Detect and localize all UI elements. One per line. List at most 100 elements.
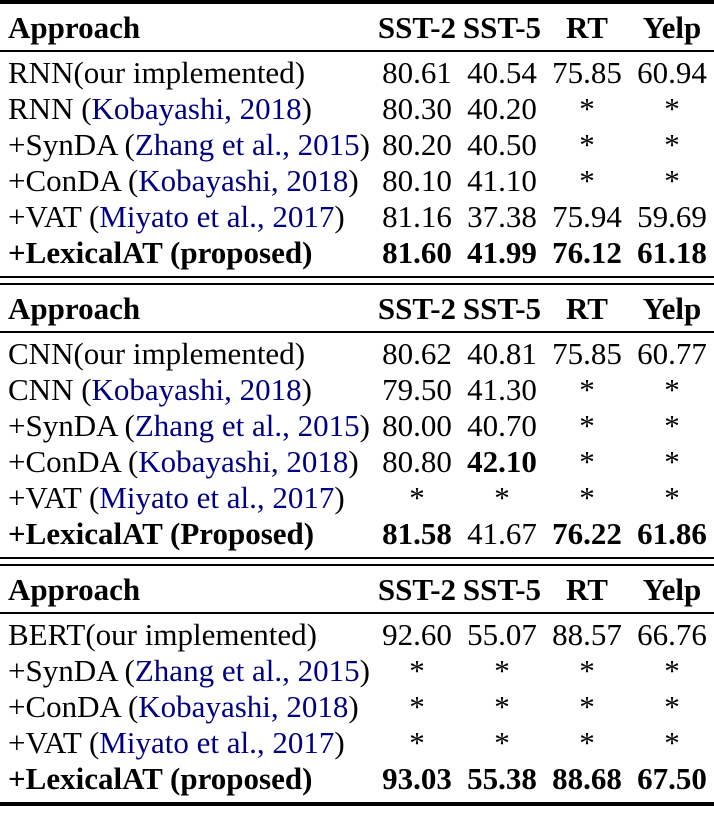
approach-cell: +VAT (Miyato et al., 2017) xyxy=(0,725,374,761)
dataset-column-header: SST-5 xyxy=(460,4,544,52)
approach-column-header: Approach xyxy=(0,4,374,52)
approach-label-text: +ConDA ( xyxy=(8,689,139,724)
approach-column-header: Approach xyxy=(0,285,374,333)
dataset-column-header: SST-2 xyxy=(374,285,460,333)
table-row: RNN (Kobayashi, 2018) 80.30 40.20 * * xyxy=(0,91,714,127)
citation-link[interactable]: Kobayashi, 2018 xyxy=(91,372,302,407)
citation-link[interactable]: Kobayashi, 2018 xyxy=(138,163,349,198)
citation-link[interactable]: Kobayashi, 2018 xyxy=(138,689,349,724)
approach-cell: +LexicalAT (Proposed) xyxy=(0,516,374,557)
table-row: +LexicalAT (Proposed) 81.58 41.67 76.22 61.8… xyxy=(0,516,714,557)
approach-label-text: +VAT ( xyxy=(8,199,100,234)
table-row: CNN (Kobayashi, 2018) 79.50 41.30 * * xyxy=(0,372,714,408)
score-cell: 92.60 xyxy=(382,617,452,652)
citation-link[interactable]: Kobayashi, 2018 xyxy=(91,91,302,126)
approach-cell: +SynDA (Zhang et al., 2015) xyxy=(0,127,374,163)
score-cell: 40.81 xyxy=(467,336,537,371)
approach-label-text: BERT(our implemented) xyxy=(8,617,317,652)
approach-label-text: RNN ( xyxy=(8,91,92,126)
approach-cell: +SynDA (Zhang et al., 2015) xyxy=(0,408,374,444)
approach-label-text: ) xyxy=(348,444,359,479)
table-row: +VAT (Miyato et al., 2017) * * * * xyxy=(0,480,714,516)
score-cell: 80.10 xyxy=(382,163,452,198)
score-cell: 41.67 xyxy=(467,516,537,551)
score-cell: * xyxy=(664,127,680,162)
approach-label-text: RNN(our implemented) xyxy=(8,55,306,90)
score-cell: * xyxy=(579,127,595,162)
approach-column-header: Approach xyxy=(0,566,374,614)
table-separator-double-rule xyxy=(0,276,714,285)
table-row: +VAT (Miyato et al., 2017) * * * * xyxy=(0,725,714,761)
score-cell: * xyxy=(664,444,680,479)
approach-label-text: ) xyxy=(301,372,312,407)
score-cell: 40.20 xyxy=(467,91,537,126)
score-cell: 76.12 xyxy=(552,235,622,270)
approach-cell: CNN (Kobayashi, 2018) xyxy=(0,372,374,408)
score-cell: 67.50 xyxy=(637,761,707,796)
citation-link[interactable]: Kobayashi, 2018 xyxy=(138,444,349,479)
bottom-rule xyxy=(0,802,714,806)
approach-cell: RNN (Kobayashi, 2018) xyxy=(0,91,374,127)
table-row: +SynDA (Zhang et al., 2015) 80.00 40.70 * * xyxy=(0,408,714,444)
score-cell: 55.38 xyxy=(467,761,537,796)
table-row: +VAT (Miyato et al., 2017) 81.16 37.38 75.9… xyxy=(0,199,714,235)
dataset-column-header: SST-5 xyxy=(460,285,544,333)
table-row: CNN(our implemented) 80.62 40.81 75.85 60.77 xyxy=(0,332,714,372)
score-cell: 80.61 xyxy=(382,55,452,90)
score-cell: * xyxy=(664,725,680,760)
citation-link[interactable]: Zhang et al., 2015 xyxy=(134,408,360,443)
score-cell: 60.94 xyxy=(637,55,707,90)
approach-cell: +VAT (Miyato et al., 2017) xyxy=(0,199,374,235)
score-cell: 42.10 xyxy=(467,444,537,479)
approach-label-text: ) xyxy=(334,480,345,515)
score-cell: * xyxy=(664,480,680,515)
score-cell: 80.30 xyxy=(382,91,452,126)
score-cell: 81.58 xyxy=(382,516,452,551)
citation-link[interactable]: Miyato et al., 2017 xyxy=(99,725,335,760)
approach-cell: +SynDA (Zhang et al., 2015) xyxy=(0,653,374,689)
score-cell: 79.50 xyxy=(382,372,452,407)
table-row: +ConDA (Kobayashi, 2018) * * * * xyxy=(0,689,714,725)
approach-label-text: ) xyxy=(359,127,370,162)
cnn-results-table: Approach SST-2 SST-5 RT Yelp CNN(our implemen… xyxy=(0,285,714,557)
approach-cell: +ConDA (Kobayashi, 2018) xyxy=(0,689,374,725)
citation-link[interactable]: Zhang et al., 2015 xyxy=(134,127,360,162)
approach-label-text: ) xyxy=(359,653,370,688)
approach-label-text: ) xyxy=(334,725,345,760)
score-cell: 80.00 xyxy=(382,408,452,443)
dataset-column-header: RT xyxy=(544,566,630,614)
table-row: +SynDA (Zhang et al., 2015) * * * * xyxy=(0,653,714,689)
score-cell: * xyxy=(579,653,595,688)
citation-link[interactable]: Miyato et al., 2017 xyxy=(99,480,335,515)
table-row: BERT(our implemented) 92.60 55.07 88.57 66.7… xyxy=(0,613,714,653)
approach-label-text: +VAT ( xyxy=(8,725,100,760)
approach-label-text: +SynDA ( xyxy=(8,653,135,688)
dataset-column-header: SST-2 xyxy=(374,4,460,52)
score-cell: 80.80 xyxy=(382,444,452,479)
approach-label-text: ) xyxy=(348,163,359,198)
score-cell: 61.86 xyxy=(637,516,707,551)
table-row: +SynDA (Zhang et al., 2015) 80.20 40.50 * * xyxy=(0,127,714,163)
dataset-column-header: RT xyxy=(544,4,630,52)
citation-link[interactable]: Zhang et al., 2015 xyxy=(134,653,360,688)
score-cell: 88.68 xyxy=(552,761,622,796)
citation-link[interactable]: Miyato et al., 2017 xyxy=(99,199,335,234)
table-row: +LexicalAT (proposed) 93.03 55.38 88.68 67.5… xyxy=(0,761,714,802)
approach-cell: +LexicalAT (proposed) xyxy=(0,235,374,276)
score-cell: * xyxy=(664,689,680,724)
approach-cell: +LexicalAT (proposed) xyxy=(0,761,374,802)
score-cell: * xyxy=(579,480,595,515)
approach-label-text: ) xyxy=(301,91,312,126)
score-cell: * xyxy=(579,725,595,760)
dataset-column-header: Yelp xyxy=(630,4,714,52)
score-cell: * xyxy=(579,163,595,198)
dataset-column-header: SST-2 xyxy=(374,566,460,614)
rnn-results-table: Approach SST-2 SST-5 RT Yelp RNN(our implemen… xyxy=(0,4,714,276)
score-cell: * xyxy=(579,689,595,724)
score-cell: * xyxy=(409,689,425,724)
tables-root: Approach SST-2 SST-5 RT Yelp RNN(our implemen… xyxy=(0,4,714,806)
approach-label-text: +LexicalAT (Proposed) xyxy=(8,516,315,551)
bert-results-table: Approach SST-2 SST-5 RT Yelp BERT(our impleme… xyxy=(0,566,714,802)
score-cell: 80.62 xyxy=(382,336,452,371)
score-cell: 81.60 xyxy=(382,235,452,270)
